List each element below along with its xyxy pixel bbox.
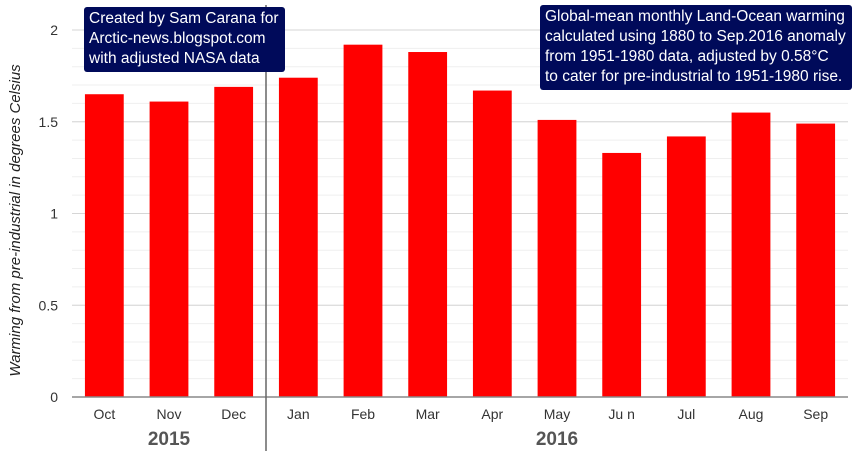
x-tick-label: Jul: [677, 406, 695, 422]
bar: [537, 119, 577, 397]
credit-line: Arctic-news.blogspot.com: [89, 30, 266, 47]
credit-line: Created by Sam Carana for: [89, 10, 279, 27]
bar: [602, 152, 642, 397]
y-tick-label: 0.5: [39, 297, 59, 313]
description-line: Global-mean monthly Land-Ocean warming: [545, 8, 845, 25]
y-tick-label: 0: [50, 389, 58, 405]
bar: [408, 52, 448, 398]
description-line: to cater for pre-industrial to 1951-1980…: [545, 68, 843, 85]
y-tick-label: 1.5: [39, 114, 59, 130]
credit-line: with adjusted NASA data: [89, 50, 260, 67]
bar: [731, 112, 771, 397]
x-tick-label: May: [544, 406, 570, 422]
bar: [149, 101, 189, 397]
x-tick-label: Aug: [739, 406, 764, 422]
x-tick-label: Nov: [157, 406, 182, 422]
description-annotation: Global-mean monthly Land-Ocean warming c…: [540, 5, 852, 90]
credit-annotation: Created by Sam Carana for Arctic-news.bl…: [84, 7, 285, 72]
year-label: 2016: [536, 429, 578, 450]
x-tick-label: Ju n: [608, 406, 634, 422]
x-tick-label: Apr: [481, 406, 503, 422]
x-tick-label: Oct: [93, 406, 115, 422]
x-tick-label: Sep: [803, 406, 828, 422]
bar: [214, 86, 254, 397]
bar: [472, 90, 512, 398]
bar: [343, 44, 383, 398]
x-tick-label: Jan: [287, 406, 310, 422]
bar: [666, 136, 706, 397]
description-line: calculated using 1880 to Sep.2016 anomal…: [545, 28, 846, 45]
bar: [796, 123, 836, 398]
x-tick-label: Feb: [351, 406, 375, 422]
y-tick-label: 2: [50, 22, 58, 38]
bar: [84, 94, 124, 397]
x-tick-label: Dec: [221, 406, 246, 422]
x-tick-label: Mar: [416, 406, 440, 422]
bar: [278, 77, 318, 398]
description-line: from 1951-1980 data, adjusted by 0.58°C: [545, 48, 829, 65]
year-label: 2015: [148, 429, 191, 450]
y-axis-label: Warming from pre-industrial in degrees C…: [7, 64, 24, 377]
y-tick-label: 1: [50, 206, 58, 222]
